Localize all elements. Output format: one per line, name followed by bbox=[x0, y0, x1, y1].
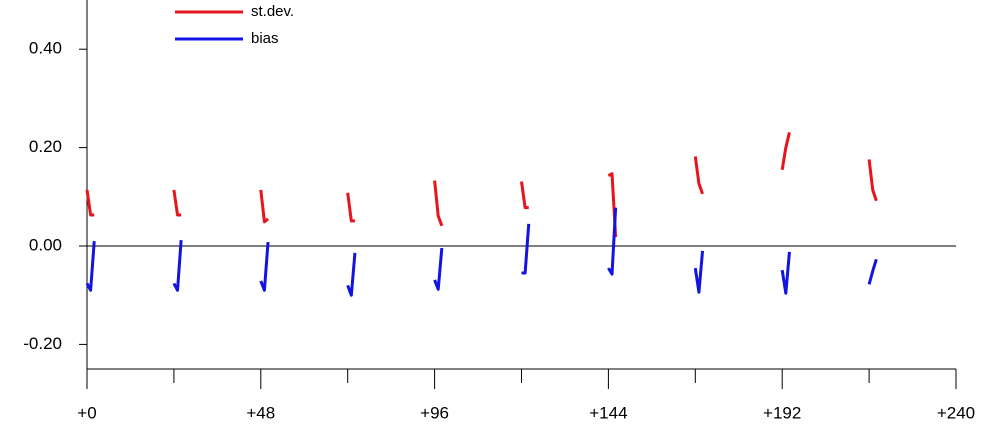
x-tick-label: +144 bbox=[589, 403, 627, 422]
legend-label: st.dev. bbox=[251, 3, 294, 20]
x-tick-label: +96 bbox=[420, 403, 449, 422]
series-line bbox=[85, 240, 96, 292]
y-tick-label: 0.00 bbox=[29, 235, 62, 254]
x-tick-label: +48 bbox=[246, 403, 275, 422]
series-line bbox=[607, 207, 618, 276]
series-line bbox=[346, 252, 357, 297]
legend-label: bias bbox=[251, 30, 279, 47]
series-line bbox=[85, 189, 95, 217]
y-tick-label: 0.20 bbox=[29, 137, 62, 156]
series-line bbox=[259, 241, 270, 292]
series-line bbox=[693, 156, 704, 195]
series-line bbox=[520, 181, 529, 210]
series-line bbox=[433, 247, 444, 291]
series-line bbox=[346, 192, 355, 223]
series-line bbox=[867, 159, 878, 202]
y-tick-label: -0.20 bbox=[23, 334, 62, 353]
series-line bbox=[259, 189, 269, 224]
series-line bbox=[693, 250, 705, 294]
series-line bbox=[172, 189, 182, 217]
series-line bbox=[780, 132, 791, 170]
series-line bbox=[521, 223, 531, 275]
series-line bbox=[780, 251, 791, 295]
x-tick-label: +240 bbox=[937, 403, 975, 422]
series-line bbox=[867, 258, 878, 285]
series-line bbox=[172, 239, 183, 292]
series-line bbox=[433, 180, 444, 227]
x-tick-label: +0 bbox=[77, 403, 96, 422]
x-tick-label: +192 bbox=[763, 403, 801, 422]
y-tick-label: 0.40 bbox=[29, 39, 62, 58]
